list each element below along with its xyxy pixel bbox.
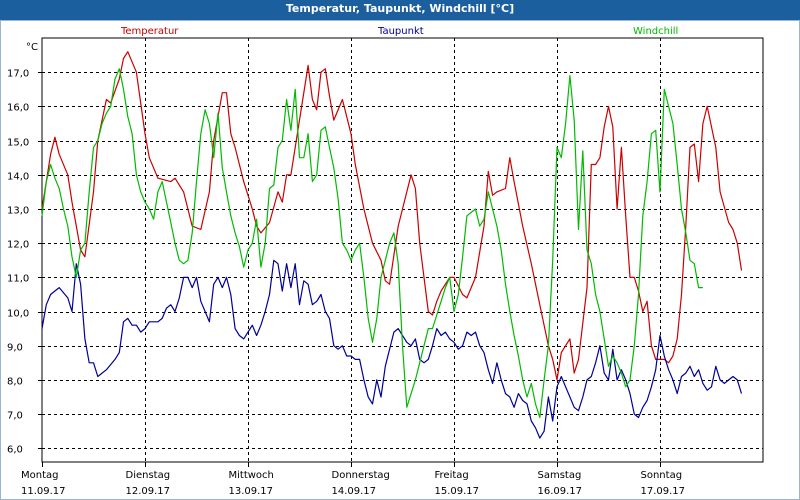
y-tick-label: 7,0 <box>7 411 23 422</box>
legend-entry-temperatur: Temperatur <box>120 26 179 37</box>
y-tick-label: 15,0 <box>7 138 29 149</box>
y-tick-label: 6,0 <box>7 445 23 456</box>
y-tick-label: 9,0 <box>7 343 23 354</box>
y-tick-label: 11,0 <box>7 274 29 285</box>
x-tick-date: 14.09.17 <box>332 486 377 497</box>
series-line-windchill <box>41 68 703 419</box>
x-tick-day: Donnerstag <box>332 470 390 481</box>
chart-frame: 6,0 7,0 8,0 9,0 10,0 11,0 12,0 13,0 14,0 15,0 16,0… <box>0 20 800 500</box>
series-line-taupunkt <box>41 259 743 439</box>
x-tick-day: Freitag <box>435 470 469 481</box>
x-tick-day: Mittwoch <box>229 470 274 481</box>
chart-window-title: Temperatur, Taupunkt, Windchill [°C] <box>0 0 800 20</box>
x-tick-date: 16.09.17 <box>538 486 583 497</box>
x-tick-date: 15.09.17 <box>435 486 480 497</box>
x-tick-day: Montag <box>21 470 58 481</box>
legend-entry-windchill: Windchill <box>633 26 678 37</box>
y-tick-label: 12,0 <box>7 240 29 251</box>
y-tick-label: 16,0 <box>7 103 29 114</box>
x-tick-day: Samstag <box>538 470 582 481</box>
y-axis-unit: °C <box>26 42 38 53</box>
y-tick-label: 8,0 <box>7 377 23 388</box>
plot-frame <box>41 37 764 463</box>
y-tick-label: 13,0 <box>7 206 29 217</box>
temperature-chart: 6,0 7,0 8,0 9,0 10,0 11,0 12,0 13,0 14,0 15,0 16,0… <box>7 26 764 497</box>
y-tick-label: 17,0 <box>7 69 29 80</box>
x-tick-day: Sonntag <box>641 470 683 481</box>
y-tick-label: 14,0 <box>7 172 29 183</box>
x-tick-date: 17.09.17 <box>641 486 686 497</box>
y-tick-label: 10,0 <box>7 309 29 320</box>
x-tick-date: 11.09.17 <box>21 486 66 497</box>
x-tick-date: 13.09.17 <box>229 486 274 497</box>
series-line-temperatur <box>41 51 743 381</box>
x-tick-date: 12.09.17 <box>126 486 171 497</box>
x-tick-day: Dienstag <box>126 470 171 481</box>
legend-entry-taupunkt: Taupunkt <box>377 26 424 37</box>
